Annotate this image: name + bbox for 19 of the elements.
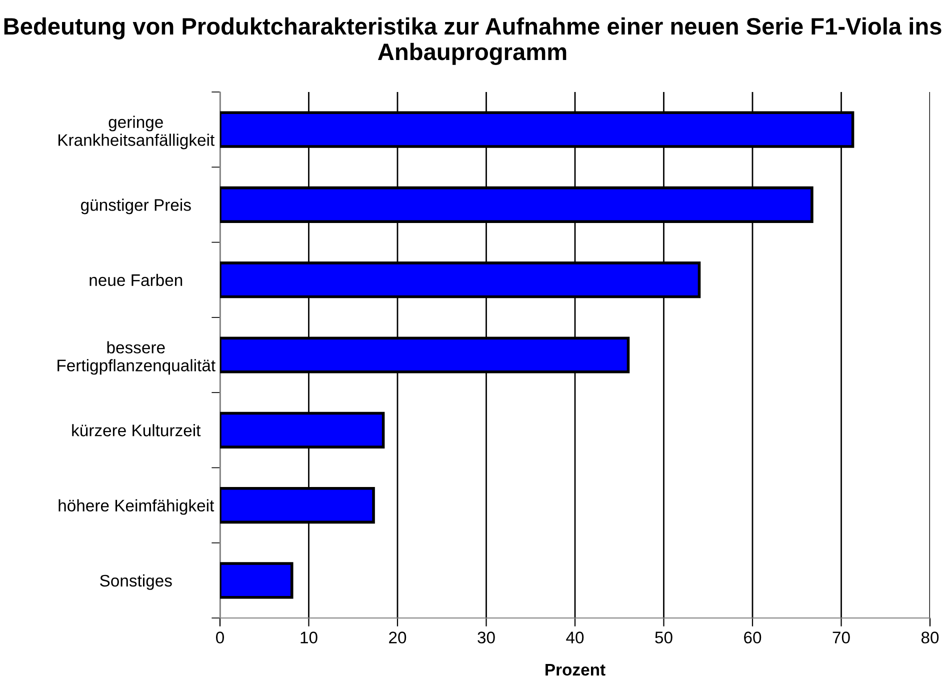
y-tick-label: geringe Krankheitsanfälligkeit — [58, 116, 215, 150]
y-tick-label: neue Farben — [90, 274, 182, 286]
x-tick-label: 30 — [478, 632, 495, 644]
x-tick-label: 20 — [389, 632, 406, 644]
y-tick-label: günstiger Preis — [81, 198, 191, 214]
y-tick-label: bessere Fertigpflanzenqualität — [58, 341, 216, 375]
y-tick-label: kürzere Kulturzeit — [72, 424, 201, 436]
x-tick-label: 40 — [566, 632, 584, 644]
x-axis-title: Prozent — [546, 664, 606, 676]
x-tick-label: 80 — [921, 632, 939, 644]
bar — [220, 562, 294, 599]
x-tick-label: 70 — [832, 632, 850, 644]
y-tick-label: Sonstiges — [100, 574, 172, 590]
x-tick-label: 50 — [655, 632, 672, 644]
x-tick-label: 0 — [216, 632, 224, 644]
y-tick-label: höhere Keimfähigkeit — [58, 499, 214, 515]
x-tick-label: 60 — [744, 632, 762, 644]
chart-title: Bedeutung von Produktcharakteristika zur Aufnahme einer neuen Serie F1-Viola ins Anbauprogramm — [4, 17, 942, 66]
x-tick-label: 10 — [300, 632, 318, 644]
